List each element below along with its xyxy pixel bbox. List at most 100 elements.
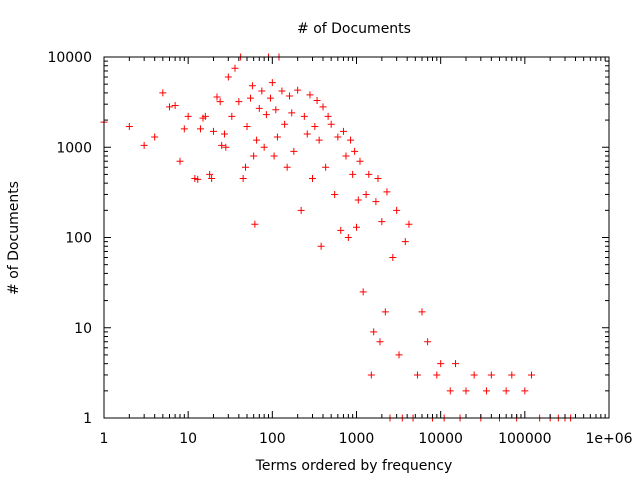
data-point (383, 188, 391, 196)
data-point (242, 163, 250, 171)
data-point (218, 141, 226, 149)
data-point (393, 206, 401, 214)
data-point (286, 92, 294, 100)
data-point (208, 175, 216, 183)
data-point (273, 133, 281, 141)
data-point (268, 79, 276, 87)
data-point (401, 238, 409, 246)
data-point (235, 98, 243, 106)
data-point (294, 86, 302, 94)
data-point (378, 218, 386, 226)
data-point (191, 175, 199, 183)
x-tick-label: 10 (179, 431, 197, 447)
data-point (334, 133, 342, 141)
data-point (446, 387, 454, 395)
data-point (502, 387, 510, 395)
data-point (354, 196, 362, 204)
data-point (462, 387, 470, 395)
data-point (206, 170, 214, 178)
data-point (239, 175, 247, 183)
data-point (331, 190, 339, 198)
data-point (184, 112, 192, 120)
data-point (262, 111, 270, 119)
chart-title: # of Documents (297, 21, 411, 37)
data-point (487, 371, 495, 379)
data-point (337, 226, 345, 234)
data-point (290, 147, 298, 155)
data-point (374, 175, 382, 183)
data-point (470, 371, 478, 379)
data-point (365, 170, 373, 178)
data-point (315, 136, 323, 144)
data-point (372, 198, 380, 206)
data-point (311, 122, 319, 130)
y-tick-label: 10 (74, 321, 92, 337)
data-point (508, 371, 516, 379)
data-point (351, 147, 359, 155)
data-point (196, 125, 204, 133)
data-point (159, 89, 167, 97)
data-point (376, 338, 384, 346)
data-point (180, 125, 188, 133)
data-point (405, 220, 413, 228)
data-point (342, 152, 350, 160)
data-point (347, 136, 355, 144)
data-point (222, 143, 230, 151)
data-point (322, 163, 330, 171)
data-point (303, 130, 311, 138)
data-point (424, 338, 432, 346)
data-point (317, 242, 325, 250)
x-tick-label: 1 (100, 431, 109, 447)
data-point (344, 234, 352, 241)
data-point (281, 120, 289, 128)
data-point (313, 96, 321, 104)
axis-ticks (103, 56, 610, 419)
data-point (165, 103, 173, 111)
data-point (253, 136, 261, 144)
data-point (395, 351, 403, 359)
data-point (339, 127, 347, 135)
data-point (527, 371, 535, 379)
y-tick-labels: 1 10 100 1000 10000 (47, 50, 92, 427)
data-point (246, 94, 254, 102)
x-tick-label: 1e+06 (585, 431, 632, 447)
y-tick-label: 10000 (47, 50, 92, 66)
x-axis-label: Terms ordered by frequency (255, 458, 453, 474)
data-point (482, 387, 490, 395)
data-point (266, 94, 274, 102)
data-point (231, 64, 239, 72)
data-point (367, 371, 375, 379)
data-point (255, 104, 263, 112)
data-point (297, 206, 305, 214)
data-point (210, 127, 218, 135)
data-point (216, 98, 224, 106)
data-point (324, 112, 332, 120)
data-point (521, 387, 529, 395)
data-point (327, 120, 335, 128)
data-point (362, 190, 370, 198)
data-point (251, 220, 259, 228)
data-point (356, 157, 364, 165)
data-point (319, 103, 327, 111)
data-point (272, 106, 280, 114)
data-point (278, 87, 286, 95)
data-point (140, 141, 148, 149)
data-point (201, 112, 209, 120)
data-point (270, 152, 278, 160)
x-tick-labels: 1 10 100 1000 10000 100000 1e+06 (100, 431, 633, 447)
y-tick-label: 1 (83, 411, 92, 427)
data-point (359, 288, 367, 296)
data-point (125, 122, 133, 130)
data-point (283, 163, 291, 171)
y-tick-label: 100 (65, 231, 92, 247)
data-point (353, 223, 360, 231)
x-tick-label: 100000 (498, 431, 551, 447)
data-point (258, 87, 266, 95)
data-point (176, 157, 184, 165)
data-point (451, 360, 459, 368)
data-point (220, 130, 228, 138)
y-axis-label: # of Documents (6, 181, 22, 295)
x-tick-label: 100 (259, 431, 286, 447)
data-point (213, 93, 221, 101)
